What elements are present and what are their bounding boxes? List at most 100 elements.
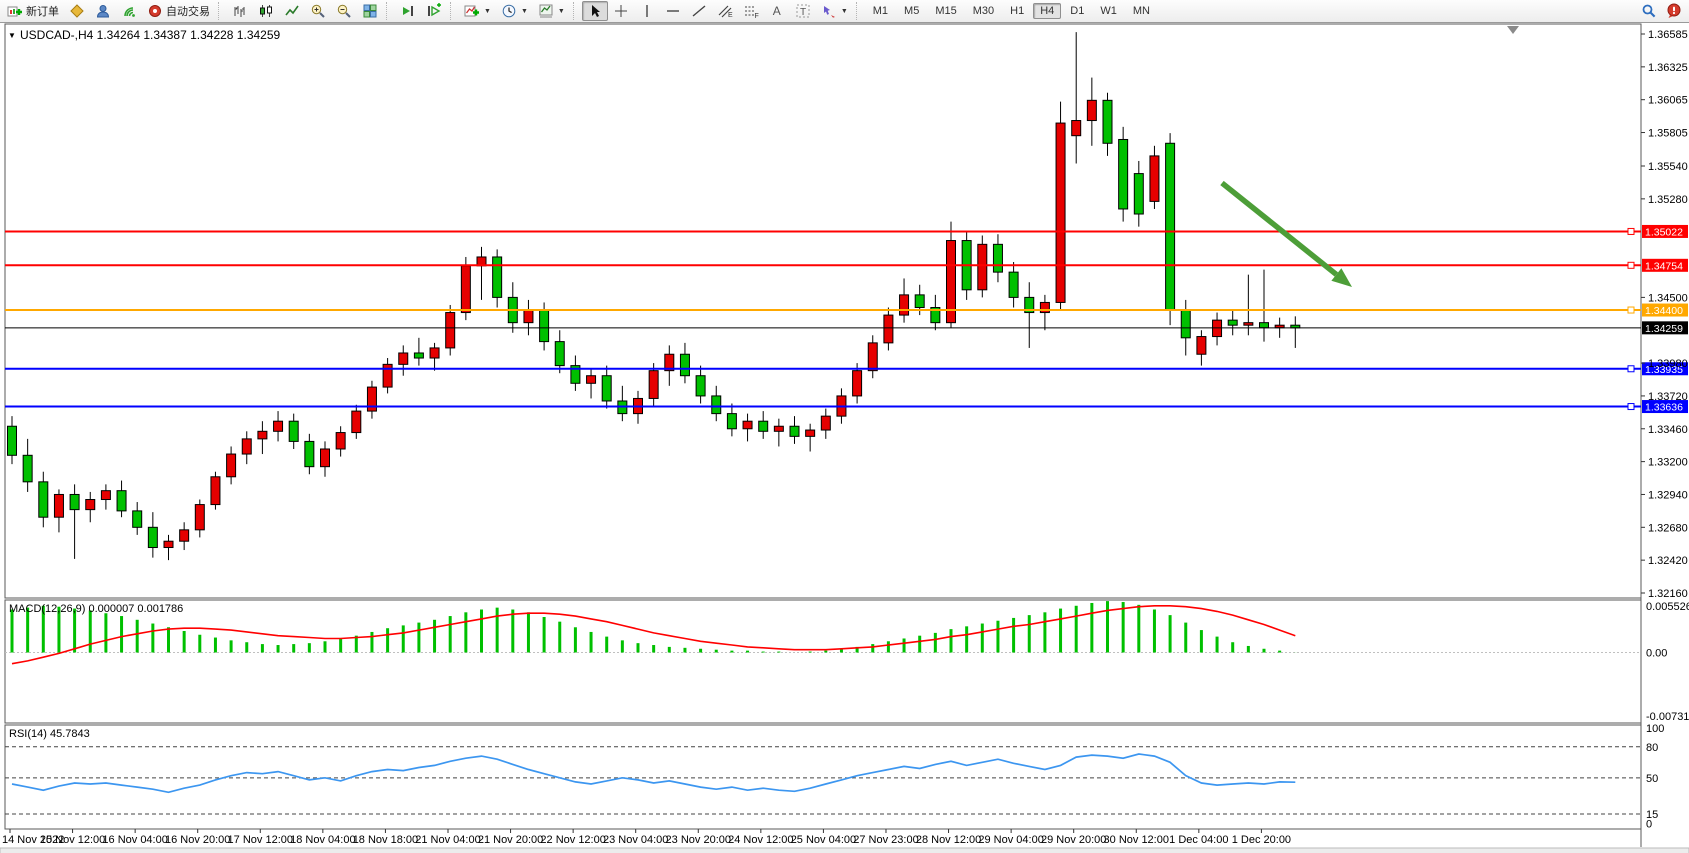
hline-handle	[1627, 227, 1635, 235]
rsi-line	[11, 753, 1296, 794]
candlestick-chart-icon	[258, 3, 274, 19]
hline-1.34754[interactable]: 1.34754	[5, 258, 1688, 273]
macd-axis[interactable]: 0.005526 0.00 -0.007313	[1646, 601, 1689, 723]
quotes-button[interactable]	[64, 1, 90, 21]
auto-scroll-button[interactable]	[395, 1, 421, 21]
timeframe-H4[interactable]: H4	[1033, 3, 1062, 19]
signal-button[interactable]	[116, 1, 142, 21]
zoom-in-icon	[310, 3, 326, 19]
search-icon[interactable]	[1641, 3, 1657, 19]
symbol-title: USDCAD-,H4 1.34264 1.34387 1.34228 1.342…	[20, 28, 281, 42]
timeframe-M30[interactable]: M30	[972, 5, 995, 17]
hline-1.35022[interactable]: 1.35022	[5, 224, 1688, 239]
timeframe-M5[interactable]: M5	[904, 5, 920, 17]
hline-1.33636[interactable]: 1.33636	[5, 400, 1688, 414]
timeframe-M1[interactable]: M1	[872, 5, 889, 17]
profiles-button[interactable]	[90, 1, 116, 21]
timeframe-MN[interactable]: MN	[1132, 5, 1150, 17]
toolbar-separator	[572, 2, 579, 20]
candle	[773, 418, 784, 447]
chevron-down-icon: ▼	[484, 7, 491, 15]
timeframe-W1[interactable]: W1	[1100, 5, 1117, 17]
bar-chart-button[interactable]	[227, 1, 253, 21]
line-chart-icon	[284, 3, 300, 19]
horizontal-line-tool-button[interactable]	[660, 1, 686, 21]
candle	[132, 502, 143, 535]
candle	[241, 431, 252, 465]
hline-1.33935[interactable]: 1.33935	[5, 362, 1688, 376]
candle	[22, 438, 33, 492]
candle	[163, 534, 174, 561]
trend-arrow[interactable]	[1220, 180, 1352, 287]
candlestick-chart-button[interactable]	[253, 1, 279, 21]
chart-shift-button[interactable]	[421, 1, 447, 21]
zoom-out-button[interactable]	[331, 1, 357, 21]
chart-shift-icon	[426, 3, 442, 19]
cursor-tool-button[interactable]	[581, 1, 608, 21]
auto-scroll-icon	[400, 3, 416, 19]
indicators-button[interactable]: ▼	[459, 1, 496, 21]
svg-text:16 Nov 20:00: 16 Nov 20:00	[165, 834, 230, 846]
new-order-button[interactable]: 新订单	[2, 1, 64, 21]
price-axis[interactable]: 1.36585 1.36325 1.36065 1.35805 1.35540 1.352…	[1641, 29, 1688, 600]
svg-text:E: E	[728, 12, 733, 19]
candle	[1118, 126, 1129, 222]
candle	[413, 337, 424, 366]
new-order-label: 新订单	[26, 6, 59, 18]
text-tool-icon: A	[772, 4, 781, 18]
candle	[445, 304, 456, 356]
channel-icon: E	[717, 3, 733, 19]
candle	[805, 423, 816, 452]
notifications-icon[interactable]	[1665, 3, 1681, 19]
candle	[320, 441, 330, 477]
candle	[1086, 77, 1097, 146]
arrows-tool-button[interactable]: ▼	[816, 1, 853, 21]
candle	[586, 368, 597, 399]
templates-button[interactable]: ▼	[533, 1, 570, 21]
candle	[69, 484, 80, 559]
price-badge	[1642, 258, 1688, 272]
zoom-in-button[interactable]	[305, 1, 331, 21]
svg-text:14 Nov 2022: 14 Nov 2022	[2, 834, 64, 846]
templates-icon	[538, 3, 554, 19]
chevron-down-icon: ▼	[520, 7, 528, 15]
clock-icon	[501, 3, 517, 19]
svg-text:1 Dec 04:00: 1 Dec 04:00	[1169, 834, 1228, 846]
candle	[7, 416, 17, 465]
svg-text:1.33636: 1.33636	[1645, 402, 1683, 414]
ohlc-toggle-icon: ▼	[8, 31, 16, 40]
svg-text:1 Dec 20:00: 1 Dec 20:00	[1232, 834, 1291, 846]
candles	[7, 32, 1301, 561]
fibonacci-tool-button[interactable]: F	[738, 1, 764, 21]
svg-text:1.36585: 1.36585	[1648, 29, 1688, 41]
candle	[1165, 133, 1176, 326]
trendline-tool-button[interactable]	[686, 1, 712, 21]
channel-tool-button[interactable]: E	[712, 1, 738, 21]
svg-text:22 Nov 12:00: 22 Nov 12:00	[540, 834, 605, 846]
autotrading-button[interactable]: 自动交易	[142, 1, 215, 21]
text-label-tool-button[interactable]: T	[790, 1, 816, 21]
timeframe-H1[interactable]: H1	[1010, 5, 1025, 17]
bottom-strip	[0, 847, 1689, 853]
svg-text:18 Nov 04:00: 18 Nov 04:00	[290, 834, 355, 846]
bar-chart-icon	[232, 3, 248, 19]
periods-button[interactable]: ▼	[496, 1, 533, 21]
text-tool-button[interactable]: A	[764, 1, 790, 21]
timeframe-D1[interactable]: D1	[1070, 5, 1085, 17]
candle	[1133, 160, 1144, 227]
candle	[883, 307, 894, 351]
hline-1.34400[interactable]: 1.34400	[5, 303, 1688, 318]
timeframe-M15[interactable]: M15	[935, 5, 957, 17]
rsi-axis[interactable]: 100 80 50 150	[1646, 723, 1664, 831]
candle	[695, 365, 706, 404]
crosshair-tool-button[interactable]	[608, 1, 634, 21]
vertical-line-tool-button[interactable]	[634, 1, 660, 21]
hline-handle	[1627, 365, 1635, 373]
candle	[1071, 32, 1082, 164]
tile-windows-button[interactable]	[357, 1, 383, 21]
chart-canvas[interactable]: 1.35022 1.34754 1.34400 1.33935 1.33636 1.342…	[0, 23, 1689, 853]
line-chart-button[interactable]	[279, 1, 305, 21]
current-price-line: 1.34259	[5, 321, 1688, 335]
candle	[1212, 312, 1223, 346]
